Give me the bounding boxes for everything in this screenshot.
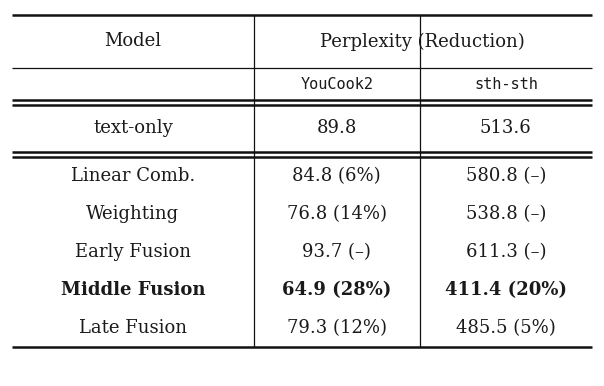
Text: Model: Model [104,32,161,51]
Text: 611.3 (–): 611.3 (–) [466,243,546,261]
Text: 64.9 (28%): 64.9 (28%) [282,281,391,299]
Text: 580.8 (–): 580.8 (–) [466,167,546,185]
Text: 93.7 (–): 93.7 (–) [302,243,371,261]
Text: 485.5 (5%): 485.5 (5%) [456,319,556,337]
Text: 89.8: 89.8 [316,119,357,137]
Text: Late Fusion: Late Fusion [79,319,187,337]
Text: YouCook2: YouCook2 [300,78,373,92]
Text: Linear Comb.: Linear Comb. [71,167,195,185]
Text: 538.8 (–): 538.8 (–) [466,205,546,223]
Text: sth-sth: sth-sth [474,78,538,92]
Text: text-only: text-only [93,119,173,137]
Text: Middle Fusion: Middle Fusion [60,281,205,299]
Text: Weighting: Weighting [86,205,179,223]
Text: 79.3 (12%): 79.3 (12%) [287,319,387,337]
Text: Perplexity (Reduction): Perplexity (Reduction) [321,32,525,51]
Text: 76.8 (14%): 76.8 (14%) [287,205,387,223]
Text: 84.8 (6%): 84.8 (6%) [292,167,381,185]
Text: Early Fusion: Early Fusion [75,243,191,261]
Text: 513.6: 513.6 [480,119,532,137]
Text: 411.4 (20%): 411.4 (20%) [445,281,567,299]
